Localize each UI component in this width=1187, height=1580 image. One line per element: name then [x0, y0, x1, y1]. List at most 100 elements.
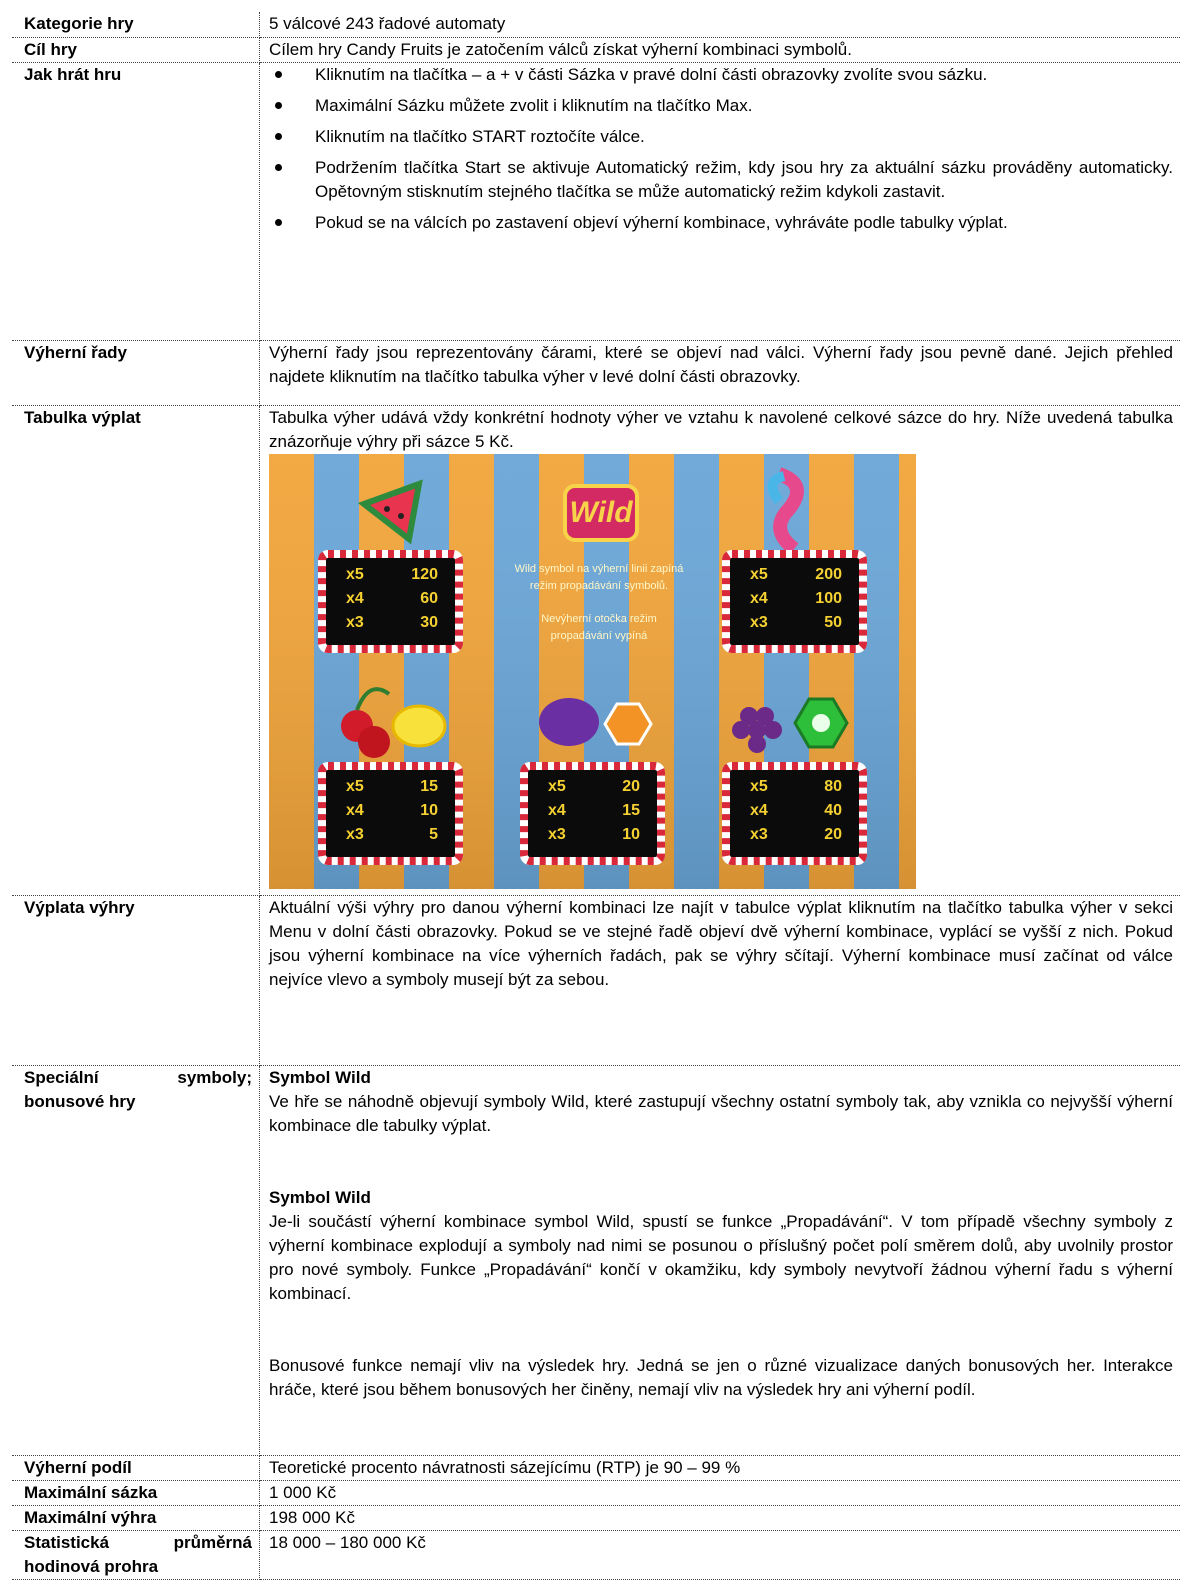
spacer	[269, 1162, 1173, 1186]
row-label: Jak hrát hru	[12, 62, 260, 341]
multiplier: x4	[548, 802, 566, 819]
payout-value: 10	[622, 826, 640, 843]
payout-value: 60	[420, 590, 438, 607]
row-label: Tabulka výplat	[12, 405, 260, 896]
multiplier: x5	[750, 778, 768, 795]
row-content: Cílem hry Candy Fruits je zatočením válc…	[259, 37, 1180, 63]
decoration	[748, 720, 766, 739]
wild-note: Nevýherní otočka režim	[541, 613, 657, 625]
table-row: Statistická průměrná hodinová prohra 18 0…	[12, 1530, 1180, 1580]
payout-value: 50	[824, 614, 842, 631]
decoration	[732, 720, 750, 739]
multiplier: x5	[548, 778, 566, 795]
decoration	[398, 512, 404, 519]
multiplier: x4	[750, 802, 768, 819]
payout-value: 40	[824, 802, 842, 819]
row-content: Symbol Wild Ve hře se náhodně objevují sy…	[259, 1065, 1180, 1456]
decoration	[812, 713, 830, 732]
multiplier: x5	[750, 566, 768, 583]
payout-value: 100	[815, 590, 842, 607]
payout-board	[722, 549, 867, 653]
multiplier: x3	[346, 826, 364, 843]
decoration	[358, 725, 390, 758]
row-content: 1 000 Kč	[259, 1480, 1180, 1506]
payout-value: 15	[622, 802, 640, 819]
section-text: Bonusové funkce nemají vliv na výsledek …	[269, 1355, 1173, 1399]
table-row: Výplata výhry Aktuální výši výhry pro dan…	[12, 895, 1180, 1066]
payout-board	[520, 761, 665, 865]
payout-board	[722, 761, 867, 865]
payout-board	[318, 549, 463, 653]
row-content: Výherní řady jsou reprezentovány čárami,…	[259, 340, 1180, 406]
row-text: 5 válcové 243 řadové automaty	[269, 14, 506, 33]
bullet-item: Maximální Sázku můžete zvolit i kliknutí…	[275, 94, 1173, 118]
decoration	[767, 470, 786, 504]
payout-board-border	[318, 549, 463, 653]
payout-value: 80	[824, 778, 842, 795]
row-label: Speciální symboly; bonusové hry	[12, 1065, 260, 1456]
payout-board-border	[318, 761, 463, 865]
bullet-item: Kliknutím na tlačítko START roztočíte vá…	[275, 125, 1173, 149]
table-row: Výherní řady Výherní řady jsou reprezento…	[12, 340, 1180, 406]
multiplier: x5	[346, 778, 364, 795]
row-text: Výherní řady jsou reprezentovány čárami,…	[269, 342, 1173, 386]
row-content: 5 válcové 243 řadové automaty	[259, 12, 1180, 38]
row-content: 198 000 Kč	[259, 1505, 1180, 1531]
payout-value: 10	[420, 802, 438, 819]
payout-value: 15	[420, 778, 438, 795]
table-row: Výherní podíl Teoretické procento návratn…	[12, 1455, 1180, 1481]
row-label: Výherní podíl	[12, 1455, 260, 1481]
multiplier: x5	[346, 566, 364, 583]
wild-label: Wild	[569, 496, 633, 529]
payout-board	[318, 761, 463, 865]
row-content: 18 000 – 180 000 Kč	[259, 1530, 1180, 1580]
row-label: Statistická průměrná hodinová prohra	[12, 1530, 260, 1580]
multiplier: x3	[548, 826, 566, 843]
multiplier: x3	[750, 826, 768, 843]
row-text: Cílem hry Candy Fruits je zatočením válc…	[269, 39, 852, 59]
row-label: Výherní řady	[12, 340, 260, 406]
decoration	[355, 686, 391, 711]
decoration	[357, 478, 423, 544]
row-text: Aktuální výši výhry pro danou výherní ko…	[269, 897, 1173, 989]
table-row: Kategorie hry 5 válcové 243 řadové automa…	[12, 12, 1180, 38]
section-heading: Symbol Wild	[269, 1187, 371, 1207]
row-label: Maximální výhra	[12, 1505, 260, 1531]
row-label: Maximální sázka	[12, 1480, 260, 1506]
decoration	[732, 706, 782, 753]
payout-board-border	[520, 761, 665, 865]
row-content: Kliknutím na tlačítka – a + v části Sázk…	[259, 62, 1180, 341]
payout-value: 200	[815, 566, 842, 583]
table-row: Jak hrát hru Kliknutím na tlačítka – a + …	[12, 62, 1180, 341]
wild-note: propadávání vypíná	[551, 630, 649, 642]
multiplier: x3	[346, 614, 364, 631]
row-content: Tabulka výher udává vždy konkrétní hodno…	[259, 405, 1180, 896]
row-text: 198 000 Kč	[269, 1507, 356, 1527]
decoration	[740, 706, 758, 725]
row-label: Výplata výhry	[12, 895, 260, 1066]
decoration	[748, 734, 766, 753]
paytable-image: Wild Wild symbol na výherní linii zapíná r…	[269, 453, 916, 889]
decoration	[773, 466, 804, 554]
table-row: Cíl hry Cílem hry Candy Fruits je zatočen…	[12, 37, 1180, 63]
bullet-item: Podržením tlačítka Start se aktivuje Aut…	[275, 156, 1173, 204]
decoration	[539, 697, 599, 746]
decoration	[603, 702, 653, 745]
wild-text: režim propadávání symbolů.	[530, 580, 668, 592]
payout-value: 20	[824, 826, 842, 843]
multiplier: x4	[750, 590, 768, 607]
section-text: Ve hře se náhodně objevují symboly Wild,…	[269, 1091, 1173, 1135]
section-heading: Symbol Wild	[269, 1067, 371, 1087]
row-text: 18 000 – 180 000 Kč	[269, 1532, 426, 1552]
table-row: Maximální sázka 1 000 Kč	[12, 1480, 1180, 1506]
table-row: Speciální symboly; bonusové hry Symbol Wi…	[12, 1065, 1180, 1456]
decoration	[391, 704, 447, 747]
payout-value: 5	[429, 826, 438, 843]
decoration	[563, 483, 639, 542]
spacer	[269, 1330, 1173, 1354]
bullet-item: Pokud se na válcích po zastavení objeví …	[275, 211, 1173, 235]
wild-text: Wild symbol na výherní linii zapíná	[515, 563, 685, 575]
multiplier: x4	[346, 590, 364, 607]
game-info-table: Kategorie hry 5 válcové 243 řadové automa…	[12, 12, 1180, 1580]
